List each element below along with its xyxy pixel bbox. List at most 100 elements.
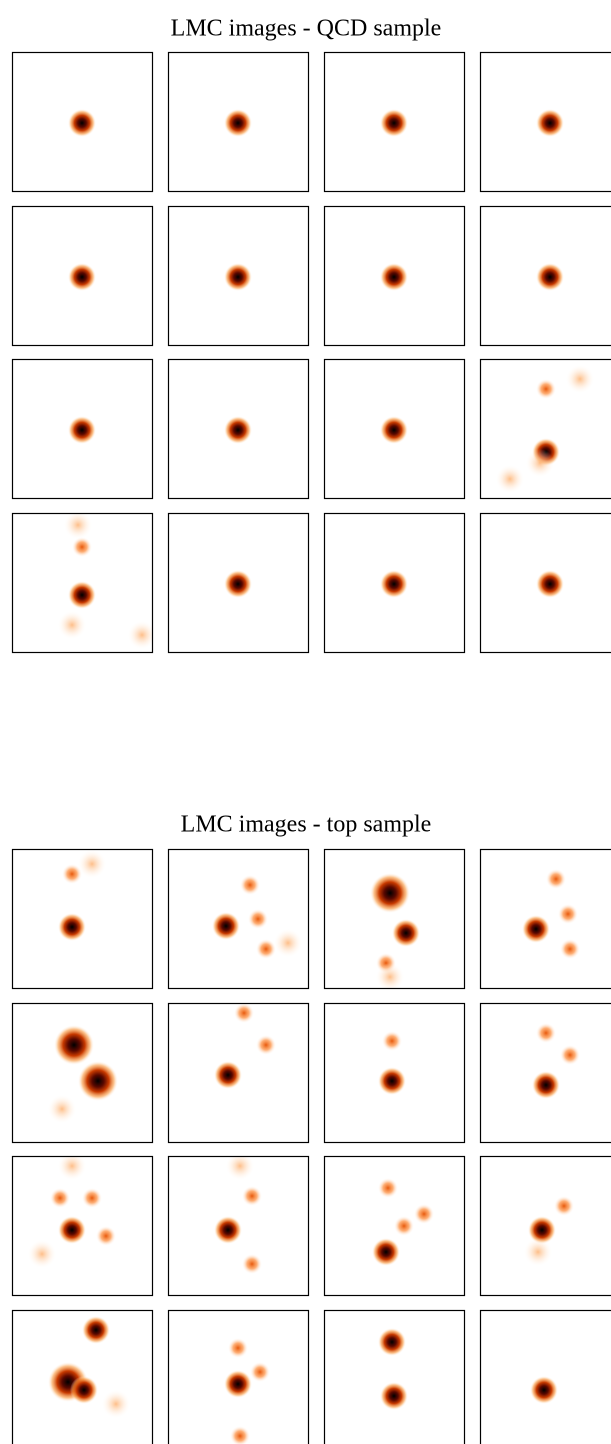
intensity-blob <box>370 873 410 913</box>
intensity-blob <box>102 1390 130 1418</box>
intensity-blob <box>528 1216 556 1244</box>
image-panel <box>12 1003 153 1143</box>
intensity-blob <box>554 1196 574 1216</box>
intensity-blob <box>78 850 106 878</box>
panel-frame <box>167 205 310 347</box>
intensity-blob <box>230 1426 250 1444</box>
intensity-blob <box>378 1328 406 1356</box>
image-panel <box>12 849 153 989</box>
intensity-blob <box>274 929 302 957</box>
intensity-blob <box>68 416 96 444</box>
image-panel <box>12 206 153 346</box>
intensity-blob <box>242 1186 262 1206</box>
intensity-blob <box>68 263 96 291</box>
intensity-blob <box>536 263 564 291</box>
panel-frame <box>11 1155 154 1297</box>
image-panel <box>12 359 153 499</box>
intensity-blob <box>224 1370 252 1398</box>
image-panel <box>324 359 465 499</box>
panel-frame <box>11 1002 154 1144</box>
intensity-blob <box>48 1095 76 1123</box>
image-panel <box>324 52 465 192</box>
image-panel <box>168 1310 309 1444</box>
image-panel <box>12 1310 153 1444</box>
intensity-blob <box>250 1362 270 1382</box>
intensity-blob <box>224 109 252 137</box>
panel-frame <box>323 848 466 990</box>
panel-background <box>168 849 309 989</box>
panel-frame <box>479 51 611 193</box>
intensity-blob <box>58 1216 86 1244</box>
panel-frame <box>479 1002 611 1144</box>
intensity-blob <box>240 875 260 895</box>
image-panel <box>480 1003 611 1143</box>
image-panel <box>12 52 153 192</box>
intensity-blob <box>70 1376 98 1404</box>
intensity-blob <box>68 109 96 137</box>
panel-frame <box>11 358 154 500</box>
panel-frame <box>323 358 466 500</box>
intensity-blob <box>62 864 82 884</box>
intensity-blob <box>212 912 240 940</box>
intensity-blob <box>372 1238 400 1266</box>
panel-frame <box>479 512 611 654</box>
panel-frame <box>167 1002 310 1144</box>
intensity-blob <box>50 1188 70 1208</box>
intensity-blob <box>558 904 578 924</box>
intensity-blob <box>382 1031 402 1051</box>
intensity-blob <box>128 621 153 649</box>
intensity-blob <box>536 379 556 399</box>
intensity-blob <box>378 1178 398 1198</box>
image-panel <box>324 513 465 653</box>
panel-frame <box>167 51 310 193</box>
panel-frame <box>167 848 310 990</box>
intensity-blob <box>496 465 524 493</box>
panel-frame <box>479 1155 611 1297</box>
panel-frame <box>323 1002 466 1144</box>
panel-frame <box>11 512 154 654</box>
intensity-blob <box>566 365 594 393</box>
intensity-blob <box>72 537 92 557</box>
image-panel <box>480 52 611 192</box>
figure-title: LMC images - QCD sample <box>171 16 442 42</box>
intensity-blob <box>58 913 86 941</box>
panel-frame <box>11 848 154 990</box>
panel-frame <box>11 205 154 347</box>
intensity-blob <box>224 263 252 291</box>
intensity-blob <box>54 1025 94 1065</box>
panel-frame <box>11 51 154 193</box>
image-panel <box>168 52 309 192</box>
intensity-blob <box>522 915 550 943</box>
image-panel <box>480 359 611 499</box>
intensity-blob <box>78 1061 118 1101</box>
intensity-blob <box>380 109 408 137</box>
intensity-blob <box>58 1156 86 1180</box>
intensity-blob <box>214 1216 242 1244</box>
intensity-blob <box>226 1156 254 1180</box>
panel-frame <box>167 512 310 654</box>
image-panel <box>324 849 465 989</box>
intensity-blob <box>394 1216 414 1236</box>
intensity-blob <box>82 1316 110 1344</box>
panel-frame <box>323 51 466 193</box>
intensity-blob <box>82 1188 102 1208</box>
intensity-blob <box>28 1240 56 1268</box>
image-panel <box>480 1310 611 1444</box>
panel-frame <box>167 1155 310 1297</box>
intensity-blob <box>68 581 96 609</box>
intensity-blob <box>536 570 564 598</box>
intensity-blob <box>242 1254 262 1274</box>
intensity-blob <box>392 919 420 947</box>
image-panel <box>324 1310 465 1444</box>
intensity-blob <box>96 1226 116 1246</box>
image-panel <box>168 513 309 653</box>
intensity-blob <box>380 1382 408 1410</box>
intensity-blob <box>524 1238 552 1266</box>
intensity-blob <box>560 1045 580 1065</box>
intensity-blob <box>214 1061 242 1089</box>
intensity-blob <box>58 611 86 639</box>
intensity-blob <box>380 263 408 291</box>
image-panel <box>168 1003 309 1143</box>
